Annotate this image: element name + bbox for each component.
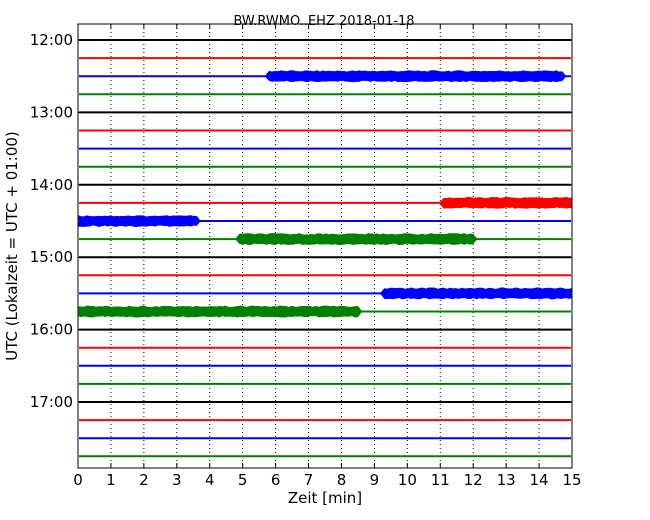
x-tick-label-9: 9 [370,471,380,489]
x-tick-label-4: 4 [205,471,215,489]
x-tick-label-3: 3 [172,471,182,489]
trace-14:45-event-0 [235,233,478,246]
chart-title: BW.RWMO..EHZ 2018-01-18 [233,14,414,29]
x-tick-label-0: 0 [73,471,83,489]
y-tick-label-5: 17:00 [30,393,73,411]
trace-14:30-event-0 [77,214,201,227]
y-axis-label: UTC (Lokalzeit = UTC + 01:00) [3,131,21,361]
y-tick-label-1: 13:00 [30,103,73,121]
y-tick-label-4: 16:00 [30,321,73,339]
x-tick-label-2: 2 [139,471,149,489]
y-axis-ticks: 12:00 13:00 14:00 15:00 16:00 17:00 [30,31,572,411]
trace-lines [77,39,573,458]
x-tick-label-14: 14 [530,471,549,489]
trace-15:30-event-0 [379,287,573,300]
x-tick-label-10: 10 [398,471,417,489]
x-tick-label-7: 7 [304,471,314,489]
x-tick-label-1: 1 [106,471,116,489]
x-tick-label-13: 13 [497,471,516,489]
x-tick-label-12: 12 [464,471,483,489]
x-axis-label: Zeit [min] [288,489,362,507]
plot-frame [77,23,573,469]
y-tick-label-2: 14:00 [30,176,73,194]
x-tick-label-5: 5 [238,471,248,489]
x-tick-label-8: 8 [337,471,347,489]
trace-12:30-event-0 [264,70,567,83]
x-tick-label-15: 15 [562,471,581,489]
x-tick-label-11: 11 [431,471,450,489]
x-tick-label-6: 6 [271,471,281,489]
trace-14:15-event-0 [439,196,573,209]
x-axis-ticks: 0 1 2 3 4 5 6 7 8 9 10 11 12 13 14 15 [73,24,582,489]
y-tick-label-3: 15:00 [30,248,73,266]
y-tick-label-0: 12:00 [30,31,73,49]
trace-15:45-event-0 [77,305,363,318]
